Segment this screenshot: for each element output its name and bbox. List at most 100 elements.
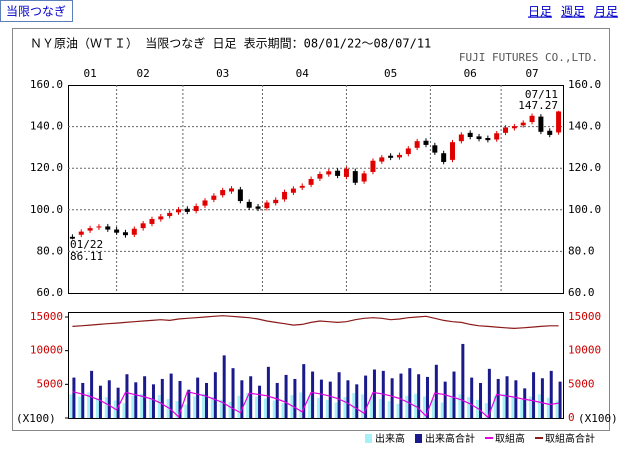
candle-body <box>96 226 102 228</box>
volume-bar <box>125 374 129 418</box>
candle-body <box>290 188 296 193</box>
candle-body <box>529 115 535 123</box>
volume-bar <box>540 378 544 418</box>
candle-body <box>450 142 456 160</box>
y-tick-label: 0 <box>568 411 575 424</box>
price-plot <box>68 85 564 294</box>
candle-body <box>352 171 358 183</box>
annotation: 147.27 <box>518 99 558 112</box>
volume-bar <box>440 402 444 418</box>
volume-bar <box>537 394 541 418</box>
volume-bar <box>355 384 359 418</box>
candle-body <box>167 212 173 217</box>
tab[interactable] <box>0 0 73 22</box>
volume-bar <box>316 397 320 418</box>
volume-bar <box>470 377 474 418</box>
volume-bar <box>293 378 297 418</box>
link[interactable]: 月足 <box>594 5 618 19</box>
candle-body <box>299 185 305 188</box>
volume-bar <box>399 373 403 418</box>
volume-bar <box>178 380 182 418</box>
volume-bar <box>263 398 267 418</box>
legend-swatch <box>365 434 372 443</box>
volume-bar <box>396 403 400 418</box>
volume-bar <box>479 382 483 418</box>
legend-label: 出来高 <box>375 432 405 445</box>
volume-bar <box>258 385 262 418</box>
volume-bar <box>372 369 376 418</box>
candle-body <box>414 141 420 148</box>
volume-bar <box>523 388 527 418</box>
x-tick-label: 02 <box>137 67 150 80</box>
legend-swatch <box>415 434 422 443</box>
x-tick-label: 04 <box>296 67 310 80</box>
y-tick-label: 60.0 <box>37 286 64 299</box>
y-tick-label: 5000 <box>568 377 595 390</box>
volume-bar <box>210 397 214 418</box>
volume-bar <box>352 393 356 418</box>
candle-body <box>379 157 385 162</box>
candle-body <box>308 179 314 185</box>
volume-bar <box>319 379 323 418</box>
volume-bar <box>308 395 312 418</box>
volume-bar <box>493 395 497 418</box>
tab-label[interactable]: 当限つなぎ <box>6 5 66 19</box>
volume-bar <box>337 372 341 418</box>
volume-bar <box>246 393 250 418</box>
candle-body <box>69 236 75 239</box>
volume-bar <box>449 397 453 418</box>
chart-title: ＮＹ原油（ＷＴＩ） 当限つなぎ 日足 表示期間：08/01/22～08/07/1… <box>30 37 431 51</box>
candle-body <box>87 228 93 231</box>
volume-bar <box>98 385 102 418</box>
candle-body <box>343 168 349 177</box>
volume-bar <box>505 376 509 418</box>
candle-body <box>149 218 155 224</box>
candle-body <box>131 228 137 235</box>
volume-bar <box>231 368 235 418</box>
unit-label: (X100) <box>578 412 618 425</box>
candle-body <box>264 202 270 209</box>
volume-bar <box>405 395 409 418</box>
candle-body <box>511 126 517 129</box>
volume-bar <box>193 396 197 418</box>
volume-bar <box>487 368 491 418</box>
volume-bar <box>87 392 91 418</box>
volume-bar <box>213 372 217 418</box>
volume-bar <box>299 392 303 418</box>
volume-bar <box>514 380 518 418</box>
volume-bar <box>290 395 294 418</box>
candle-body <box>485 138 491 141</box>
volume-bar <box>422 396 426 418</box>
candle-body <box>432 145 438 153</box>
y-tick-label: 160.0 <box>30 78 63 91</box>
y-tick-label: 10000 <box>568 344 601 357</box>
candle-body <box>458 134 464 142</box>
candle-body <box>158 216 164 220</box>
link[interactable]: 週足 <box>561 5 585 19</box>
candle-body <box>211 195 217 200</box>
x-tick-label: 01 <box>83 67 96 80</box>
unit-label: (X100) <box>16 412 56 425</box>
volume-bar <box>222 355 226 418</box>
candle-body <box>105 226 111 230</box>
candle-body <box>282 191 288 200</box>
y-tick-label: 60.0 <box>568 286 595 299</box>
candle-body <box>361 173 367 182</box>
volume-bar <box>443 381 447 418</box>
candle-body <box>246 201 252 208</box>
candle-body <box>370 160 376 172</box>
volume-bar <box>343 397 347 418</box>
link[interactable]: 日足 <box>528 5 552 19</box>
volume-bar <box>529 396 533 418</box>
y-tick-label: 80.0 <box>37 244 64 257</box>
volume-bar <box>417 374 421 418</box>
x-tick-label: 06 <box>464 67 477 80</box>
candle-body <box>547 130 553 135</box>
candle-body <box>229 188 235 192</box>
volume-bar <box>408 368 412 418</box>
y-tick-label: 140.0 <box>568 120 601 133</box>
volume-bar <box>249 376 253 418</box>
volume-bar <box>467 397 471 418</box>
volume-bar <box>496 378 500 418</box>
volume-bar <box>196 377 200 418</box>
